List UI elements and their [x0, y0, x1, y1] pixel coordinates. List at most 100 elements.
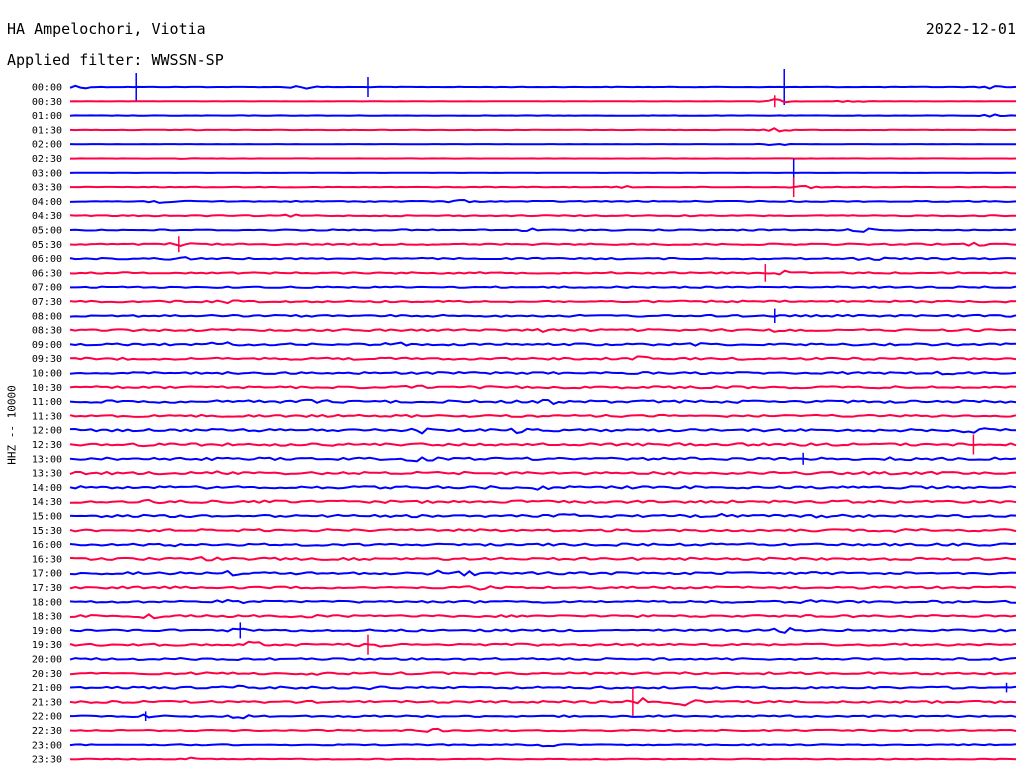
row-label: 10:00 [32, 369, 62, 380]
row-label: 06:00 [32, 254, 62, 265]
trace-row [69, 313, 1017, 318]
row-label: 13:00 [32, 454, 62, 465]
row-label: 21:30 [32, 697, 62, 708]
station-title: HA Ampelochori, Viotia [7, 20, 206, 38]
trace-row [69, 756, 1017, 761]
row-label: 11:00 [32, 397, 62, 408]
row-label: 20:00 [32, 655, 62, 666]
trace-row [69, 370, 1017, 376]
row-label: 19:30 [32, 640, 62, 651]
row-label: 16:00 [32, 540, 62, 551]
row-label: 04:30 [32, 211, 62, 222]
row-label: 11:30 [32, 411, 62, 422]
trace-row [69, 442, 1017, 448]
trace-row [69, 456, 1017, 463]
row-label: 08:30 [32, 326, 62, 337]
row-label: 22:30 [32, 726, 62, 737]
trace-row [69, 98, 1016, 104]
trace-row [69, 113, 1017, 118]
trace-row [69, 213, 1017, 218]
row-label: 21:00 [32, 683, 62, 694]
trace-row [69, 656, 1017, 662]
trace-row [69, 427, 1017, 435]
row-label: 00:00 [32, 83, 62, 94]
trace-row [69, 598, 1017, 605]
trace-row [69, 626, 1017, 634]
row-label: 18:00 [32, 597, 62, 608]
row-label: 05:30 [32, 240, 62, 251]
row-label: 10:30 [32, 383, 62, 394]
trace-row [69, 384, 1017, 390]
row-label: 09:00 [32, 340, 62, 351]
row-label: 19:00 [32, 626, 62, 637]
trace-row [69, 198, 1017, 204]
trace-row [69, 241, 1017, 247]
row-label: 09:30 [32, 354, 62, 365]
trace-row [69, 327, 1017, 333]
row-label: 13:30 [32, 469, 62, 480]
trace-row [69, 727, 1017, 733]
trace-row [69, 569, 1017, 577]
row-label: 17:30 [32, 583, 62, 594]
row-label: 01:00 [32, 111, 62, 122]
trace-row [69, 512, 1017, 519]
row-label: 18:30 [32, 612, 62, 623]
row-labels: 00:00 00:30 01:00 01:30 02:00 02:30 03:00 03:30… [32, 83, 62, 766]
row-label: 16:30 [32, 554, 62, 565]
row-label: 17:00 [32, 569, 62, 580]
row-label: 08:00 [32, 311, 62, 322]
row-label: 02:30 [32, 154, 62, 165]
row-label: 05:00 [32, 226, 62, 237]
row-label: 00:30 [32, 97, 62, 108]
trace-row [69, 640, 1017, 648]
row-label: 04:00 [32, 197, 62, 208]
trace-row [70, 184, 1016, 190]
row-label: 01:30 [32, 125, 62, 136]
trace-row [69, 556, 1017, 562]
trace-row [69, 696, 1017, 707]
trace-row [69, 413, 1017, 418]
trace-row [69, 398, 1017, 406]
row-label: 23:30 [32, 755, 62, 766]
trace-row [69, 485, 1017, 491]
row-label: 02:00 [32, 140, 62, 151]
trace-row [69, 613, 1017, 620]
trace-row [69, 542, 1017, 548]
trace-row [69, 713, 1017, 720]
row-label: 07:30 [32, 297, 62, 308]
row-label: 15:00 [32, 512, 62, 523]
row-label: 20:30 [32, 669, 62, 680]
row-label: 03:30 [32, 183, 62, 194]
row-label: 23:00 [32, 740, 62, 751]
row-label: 12:00 [32, 426, 62, 437]
trace-row [69, 355, 1017, 361]
row-label: 12:30 [32, 440, 62, 451]
trace-row [69, 743, 1017, 748]
row-label: 06:30 [32, 268, 62, 279]
trace-row [69, 585, 1017, 591]
trace-row [70, 285, 1017, 289]
row-label: 22:00 [32, 712, 62, 723]
row-label: 14:00 [32, 483, 62, 494]
trace-row [69, 498, 1017, 505]
trace-row [70, 157, 1017, 160]
trace-row [69, 269, 1017, 276]
filter-label: Applied filter: WWSSN-SP [7, 51, 224, 69]
row-label: 07:00 [32, 283, 62, 294]
row-label: 03:00 [32, 168, 62, 179]
trace-row [69, 528, 1017, 534]
trace-row [69, 470, 1017, 476]
trace-row [69, 142, 1016, 147]
trace-row [69, 671, 1017, 676]
trace-row [69, 84, 1017, 90]
trace-row [69, 299, 1017, 305]
trace-row [69, 127, 1017, 133]
trace-row [69, 227, 1017, 233]
trace-row [69, 256, 1017, 261]
seismic-traces [69, 69, 1017, 761]
row-label: 15:30 [32, 526, 62, 537]
trace-row [69, 684, 1017, 691]
trace-row [69, 341, 1017, 347]
row-label: 14:30 [32, 497, 62, 508]
